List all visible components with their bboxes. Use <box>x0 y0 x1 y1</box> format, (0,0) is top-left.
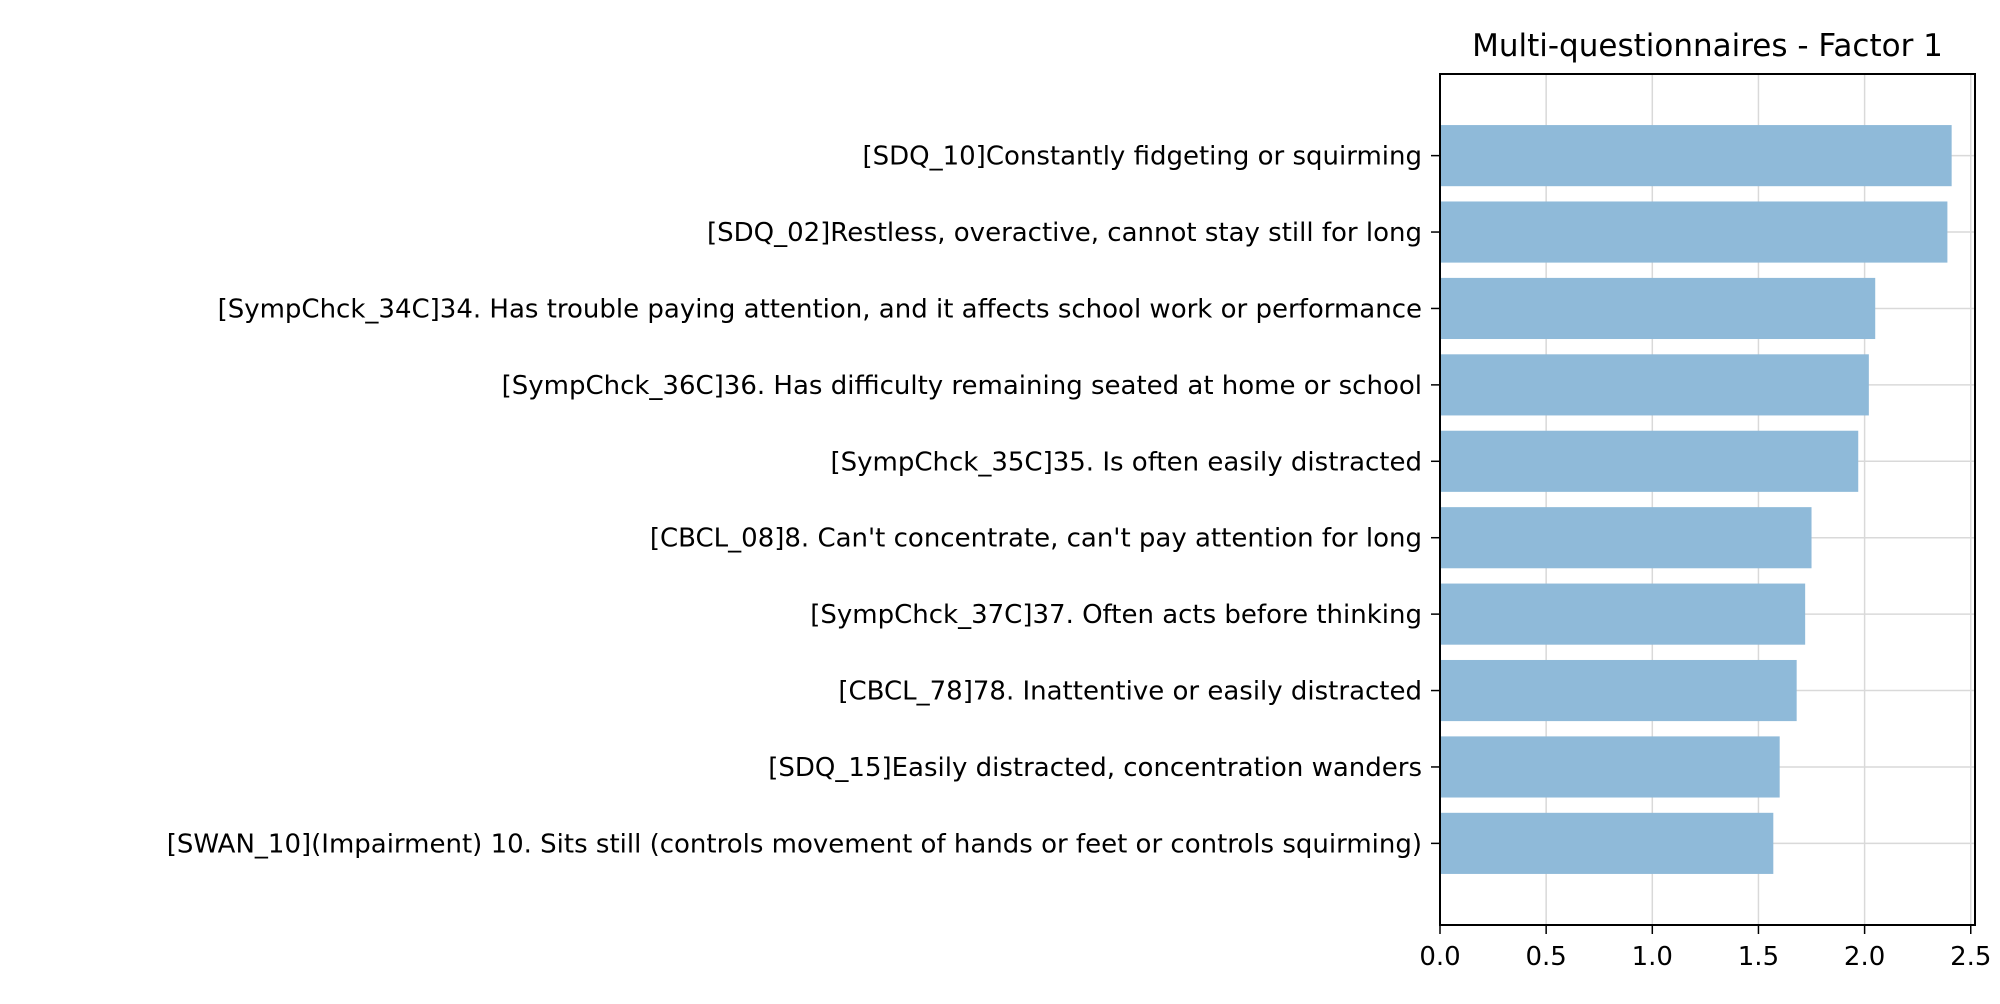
x-tick-label: 0.0 <box>1419 942 1460 972</box>
x-tick-label: 1.5 <box>1738 942 1779 972</box>
plot-frame <box>1439 73 1976 926</box>
y-tick-label: [SDQ_15]Easily distracted, concentration… <box>768 753 1422 783</box>
y-tick-label: [SympChck_37C]37. Often acts before thin… <box>810 600 1422 630</box>
bar <box>1440 659 1797 722</box>
y-tick-label: [SDQ_10]Constantly fidgeting or squirmin… <box>862 142 1422 172</box>
y-tick-label: [SDQ_02]Restless, overactive, cannot sta… <box>707 218 1422 248</box>
bar <box>1440 201 1948 263</box>
y-tick-label: [CBCL_08]8. Can't concentrate, can't pay… <box>650 524 1422 554</box>
bar <box>1440 507 1812 569</box>
bar <box>1440 125 1952 187</box>
axis-layer <box>1431 73 1976 934</box>
bar <box>1440 583 1806 645</box>
bar <box>1440 430 1859 492</box>
x-tick-label: 0.5 <box>1525 942 1566 972</box>
bar <box>1440 277 1876 340</box>
y-tick-label: [SympChck_35C]35. Is often easily distra… <box>830 447 1422 477</box>
y-tick-label: [SWAN_10](Impairment) 10. Sits still (co… <box>167 829 1422 859</box>
bar <box>1440 736 1780 798</box>
y-tick-label: [SympChck_36C]36. Has difficulty remaini… <box>502 371 1422 401</box>
chart-title: Multi-questionnaires - Factor 1 <box>1472 28 1943 64</box>
y-tick-label: [CBCL_78]78. Inattentive or easily distr… <box>838 677 1422 707</box>
x-tick-label: 2.5 <box>1950 942 1991 972</box>
bar <box>1440 354 1869 416</box>
x-tick-label: 1.0 <box>1632 942 1673 972</box>
y-tick-label: [SympChck_34C]34. Has trouble paying att… <box>218 294 1422 324</box>
label-layer: 0.0 0.5 1.0 1.5 2.0 2.5 [SDQ_10]Constantly fid… <box>167 142 1992 972</box>
x-tick-label: 2.0 <box>1844 942 1885 972</box>
bar <box>1440 812 1774 874</box>
bar-layer <box>1440 125 1952 874</box>
